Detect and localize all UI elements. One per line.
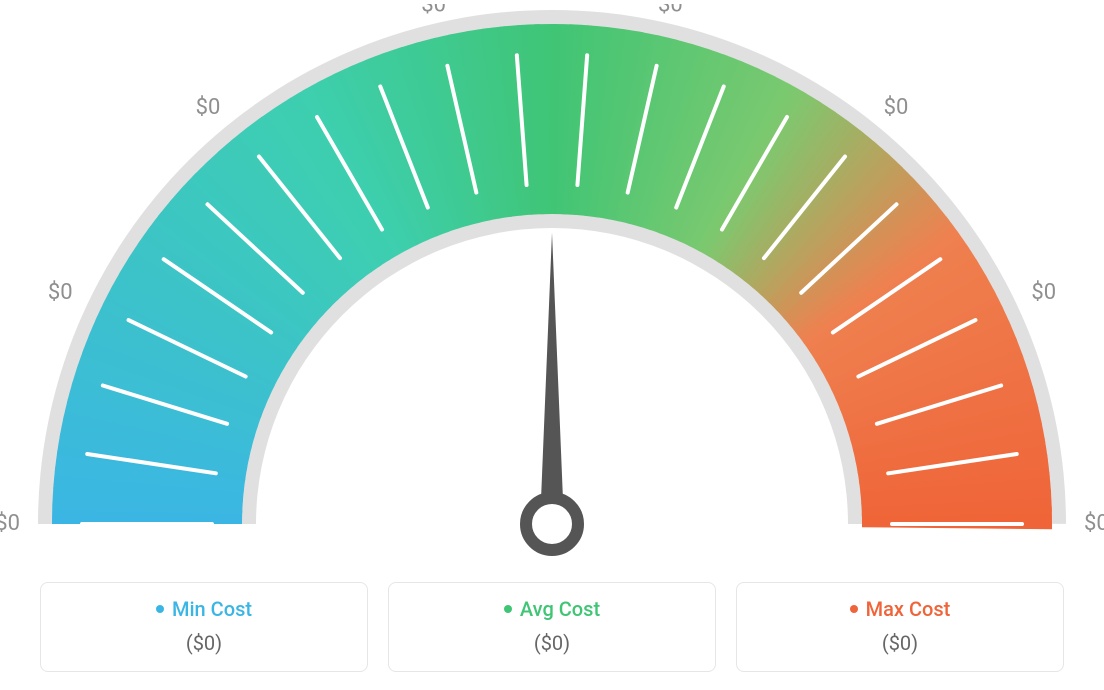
legend-row: Min Cost ($0) Avg Cost ($0) Max Cost ($0… xyxy=(40,582,1064,672)
svg-text:$0: $0 xyxy=(196,95,221,120)
legend-title-min: Min Cost xyxy=(156,597,252,621)
legend-card-max: Max Cost ($0) xyxy=(736,582,1064,672)
gauge-chart: $0 $0 $0 $0 $0 $0 $0 $0 xyxy=(0,4,1104,564)
legend-value-avg: ($0) xyxy=(399,631,705,655)
legend-label-max: Max Cost xyxy=(866,597,951,621)
svg-text:$0: $0 xyxy=(1031,280,1056,305)
legend-card-min: Min Cost ($0) xyxy=(40,582,368,672)
svg-text:$0: $0 xyxy=(658,4,683,17)
svg-text:$0: $0 xyxy=(421,4,446,17)
svg-text:$0: $0 xyxy=(1084,511,1104,536)
legend-title-avg: Avg Cost xyxy=(504,597,600,621)
cost-gauge-wrapper: $0 $0 $0 $0 $0 $0 $0 $0 Min Cost ($0) Avg Cost … xyxy=(0,0,1104,690)
legend-value-min: ($0) xyxy=(51,631,357,655)
legend-bullet-min xyxy=(156,605,164,613)
legend-label-avg: Avg Cost xyxy=(520,597,600,621)
svg-text:$0: $0 xyxy=(48,280,73,305)
svg-text:$0: $0 xyxy=(884,95,909,120)
legend-bullet-max xyxy=(850,605,858,613)
legend-label-min: Min Cost xyxy=(172,597,252,621)
gauge-svg: $0 $0 $0 $0 $0 $0 $0 $0 xyxy=(0,4,1104,564)
svg-text:$0: $0 xyxy=(0,511,20,536)
legend-value-max: ($0) xyxy=(747,631,1053,655)
legend-card-avg: Avg Cost ($0) xyxy=(388,582,716,672)
legend-bullet-avg xyxy=(504,605,512,613)
legend-title-max: Max Cost xyxy=(850,597,951,621)
